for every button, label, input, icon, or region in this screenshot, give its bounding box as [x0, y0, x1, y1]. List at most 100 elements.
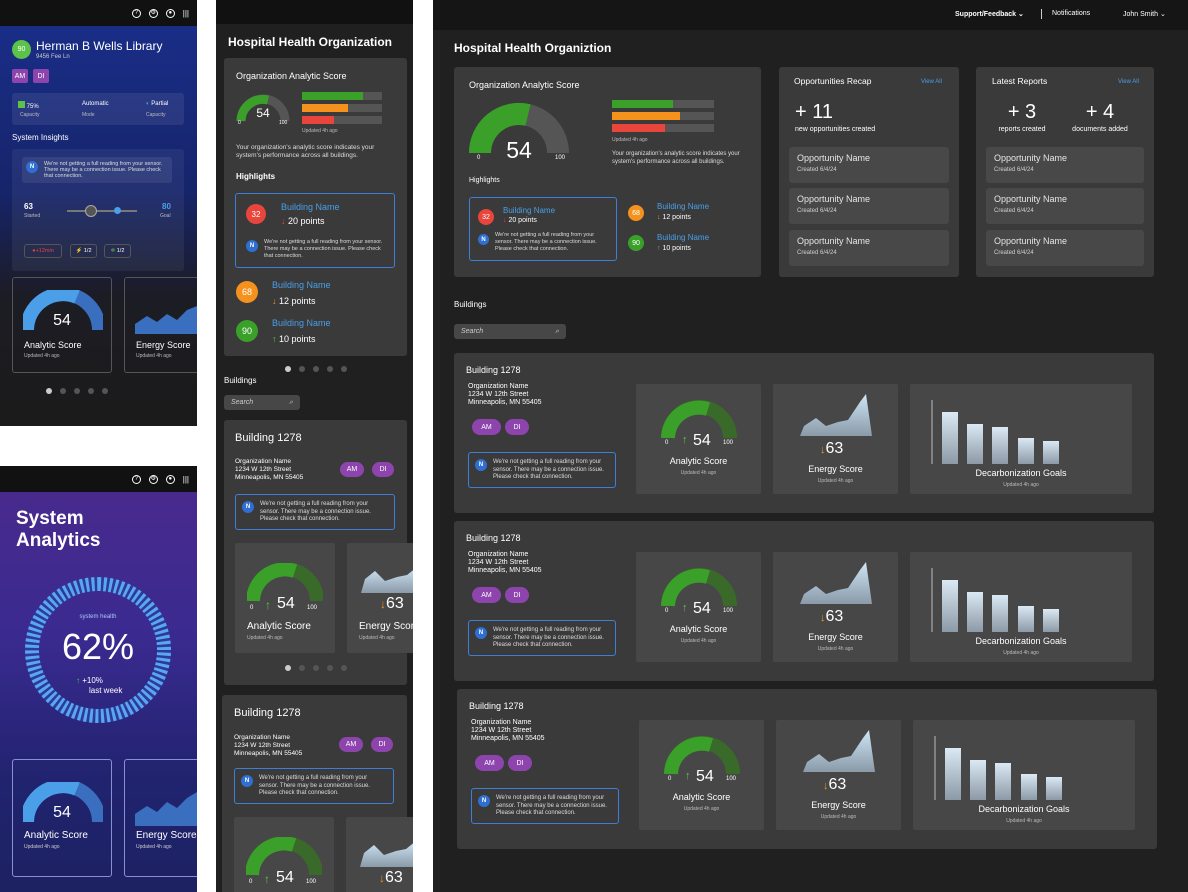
energy-tile[interactable]: ↓63 Energy Score Updated 4h ago [347, 543, 413, 653]
stat-mode: Automatic [82, 101, 109, 107]
tag-di[interactable]: DI [371, 737, 393, 752]
analytic-tile[interactable]: ↑ 54 0 100 Analytic Score Updated 4h ago [639, 720, 764, 830]
help-icon[interactable]: ? [131, 474, 141, 484]
tag-di[interactable]: DI [33, 69, 49, 83]
analytic-tile[interactable]: ↑ 54 0 100 Analytic Score Updated 4h ago [636, 384, 761, 494]
energy-value: ↓63 [380, 595, 404, 612]
tablet-carousel-dots[interactable] [216, 366, 413, 372]
analytic-tile[interactable]: ↑ 54 0 100 Analytic Score Updated 4h ago [636, 552, 761, 662]
highlight-name-1[interactable]: Building Name [281, 202, 340, 212]
tablet-search-input[interactable]: Search ⌕ [224, 395, 300, 410]
building-alert: N We're not getting a full reading from y… [234, 768, 394, 804]
settings-icon[interactable]: ⚙ [148, 474, 158, 484]
highlight-name-1[interactable]: Building Name [503, 206, 556, 215]
user-menu[interactable]: John Smith ⌄ [1123, 11, 1166, 18]
chip-time[interactable]: ● +12min [24, 244, 62, 258]
analytic-tile[interactable]: 54 ↑ 0 100 Analytic Score Updated 4h ago [235, 543, 335, 653]
stat-capacity-label: Capacity [20, 112, 40, 118]
carousel-dots[interactable] [0, 388, 154, 394]
decarbonization-tile[interactable]: Decarbonization Goals Updated 4h ago [913, 720, 1135, 830]
highlight-name-3[interactable]: Building Name [657, 233, 710, 242]
tag-am[interactable]: AM [472, 587, 501, 603]
tag-am[interactable]: AM [472, 419, 501, 435]
analytic-updated: Updated 4h ago [683, 806, 720, 812]
tag-di[interactable]: DI [508, 755, 532, 771]
stat-mode-label: Mode [82, 112, 95, 118]
opportunities-view-all[interactable]: View All [921, 79, 942, 85]
top-icon-bar: ? ⚙ ● ||| [0, 0, 197, 26]
energy-score-card[interactable]: Energy Score Updated 4h ago [124, 277, 197, 373]
menu-icon[interactable]: ||| [182, 474, 189, 484]
analytic-label: Analytic Score [247, 621, 311, 632]
chip-fan[interactable]: ✲ 1/2 [104, 244, 131, 258]
tag-am[interactable]: AM [475, 755, 504, 771]
opportunity-item[interactable]: Opportunity Name Created 6/4/24 [789, 188, 949, 224]
building-name: Building 1278 [234, 707, 301, 719]
tag-am[interactable]: AM [12, 69, 28, 83]
progress-slider[interactable] [67, 205, 137, 217]
opportunity-item[interactable]: Opportunity Name Created 6/4/24 [789, 230, 949, 266]
mobile-screen-analytics: ? ⚙ ● ||| System Analytics system health… [0, 466, 197, 892]
energy-tile[interactable]: ↓63 Energy Score Updated 4h ago [773, 384, 898, 494]
desktop-building-card[interactable]: Building 1278 Organization Name 1234 W 12… [457, 689, 1157, 849]
user-icon[interactable]: ● [165, 8, 175, 18]
highlight-name-3[interactable]: Building Name [272, 318, 331, 328]
arrow-up-icon: ↑ [685, 770, 691, 782]
slider-goal-marker [114, 207, 121, 214]
analytic-gauge-2 [23, 782, 103, 823]
desktop-search-input[interactable]: Search ⌕ [454, 324, 566, 339]
tag-am[interactable]: AM [340, 462, 364, 477]
desktop-building-card[interactable]: Building 1278 Organization Name 1234 W 12… [454, 353, 1154, 513]
gauge-max: 100 [307, 605, 318, 611]
tablet-building-card-1[interactable]: Building 1278 Organization Name 1234 W 12… [224, 420, 413, 685]
opportunities-count: + 11 [795, 101, 833, 123]
decarbonization-tile[interactable]: Decarbonization Goals Updated 4h ago [910, 384, 1132, 494]
menu-icon[interactable]: ||| [182, 8, 189, 18]
highlight-card-1[interactable]: 32 Building Name ↓ 20 points N We're not… [235, 193, 395, 268]
chip-power[interactable]: ⚡ 1/2 [70, 244, 97, 258]
building-address: Organization Name 1234 W 12th Street Minne… [468, 551, 542, 575]
energy-tile[interactable]: ↓63 Energy Score Updated 4h ago [776, 720, 901, 830]
energy-value: ↓63 [820, 608, 844, 625]
analytic-value: 54 [693, 600, 711, 617]
highlight-points-3: ↑ 10 points [657, 245, 691, 252]
analytic-score-card-2[interactable]: 54 Analytic Score Updated 4h ago [12, 759, 112, 877]
analytic-label: Analytic Score [669, 456, 728, 466]
support-menu[interactable]: Support/Feedback ⌄ [955, 11, 1024, 18]
reports-view-all[interactable]: View All [1118, 79, 1139, 85]
alert-icon: N [475, 627, 487, 639]
insight-alert: N We're not getting a full reading from … [22, 157, 172, 183]
help-icon[interactable]: ? [131, 8, 141, 18]
decarbonization-tile[interactable]: Decarbonization Goals Updated 4h ago [910, 552, 1132, 662]
tag-di[interactable]: DI [505, 587, 529, 603]
reports-count-label: reports created [998, 126, 1046, 133]
opportunity-item[interactable]: Opportunity Name Created 6/4/24 [789, 147, 949, 183]
energy-tile[interactable]: ↓63 [346, 817, 413, 892]
ring-delta: ↑ +10% [76, 676, 103, 685]
highlight-name-2[interactable]: Building Name [272, 280, 331, 290]
desktop-building-card[interactable]: Building 1278 Organization Name 1234 W 12… [454, 521, 1154, 681]
energy-score-card-2[interactable]: Energy Score Updated 4h ago [124, 759, 197, 877]
report-item[interactable]: Opportunity Name Created 6/4/24 [986, 188, 1144, 224]
energy-updated: Updated 4h ago [820, 814, 857, 820]
analytic-tile[interactable]: 54 ↑ 0 100 [234, 817, 334, 892]
energy-tile[interactable]: ↓63 Energy Score Updated 4h ago [773, 552, 898, 662]
notifications-link[interactable]: Notifications [1052, 10, 1091, 17]
decarbonization-chart [931, 400, 1059, 464]
tablet-building-card-2[interactable]: Building 1278 Organization Name 1234 W 12… [222, 695, 413, 892]
report-item[interactable]: Opportunity Name Created 6/4/24 [986, 147, 1144, 183]
analytic-score-card[interactable]: 54 Analytic Score Updated 4h ago [12, 277, 112, 373]
tag-am[interactable]: AM [339, 737, 363, 752]
user-icon[interactable]: ● [165, 474, 175, 484]
tag-di[interactable]: DI [505, 419, 529, 435]
analytic-updated-2: Updated 4h ago [24, 844, 60, 850]
highlight-card-1[interactable]: 32 Building Name ↓ 20 points N We're not… [469, 197, 617, 261]
settings-icon[interactable]: ⚙ [148, 8, 158, 18]
slider-handle[interactable] [85, 205, 97, 217]
highlight-name-2[interactable]: Building Name [657, 202, 710, 211]
analytic-value: 54 [276, 869, 294, 886]
building-carousel-dots[interactable] [224, 665, 407, 671]
tag-di[interactable]: DI [372, 462, 394, 477]
gauge-min: 0 [665, 608, 669, 614]
report-item[interactable]: Opportunity Name Created 6/4/24 [986, 230, 1144, 266]
